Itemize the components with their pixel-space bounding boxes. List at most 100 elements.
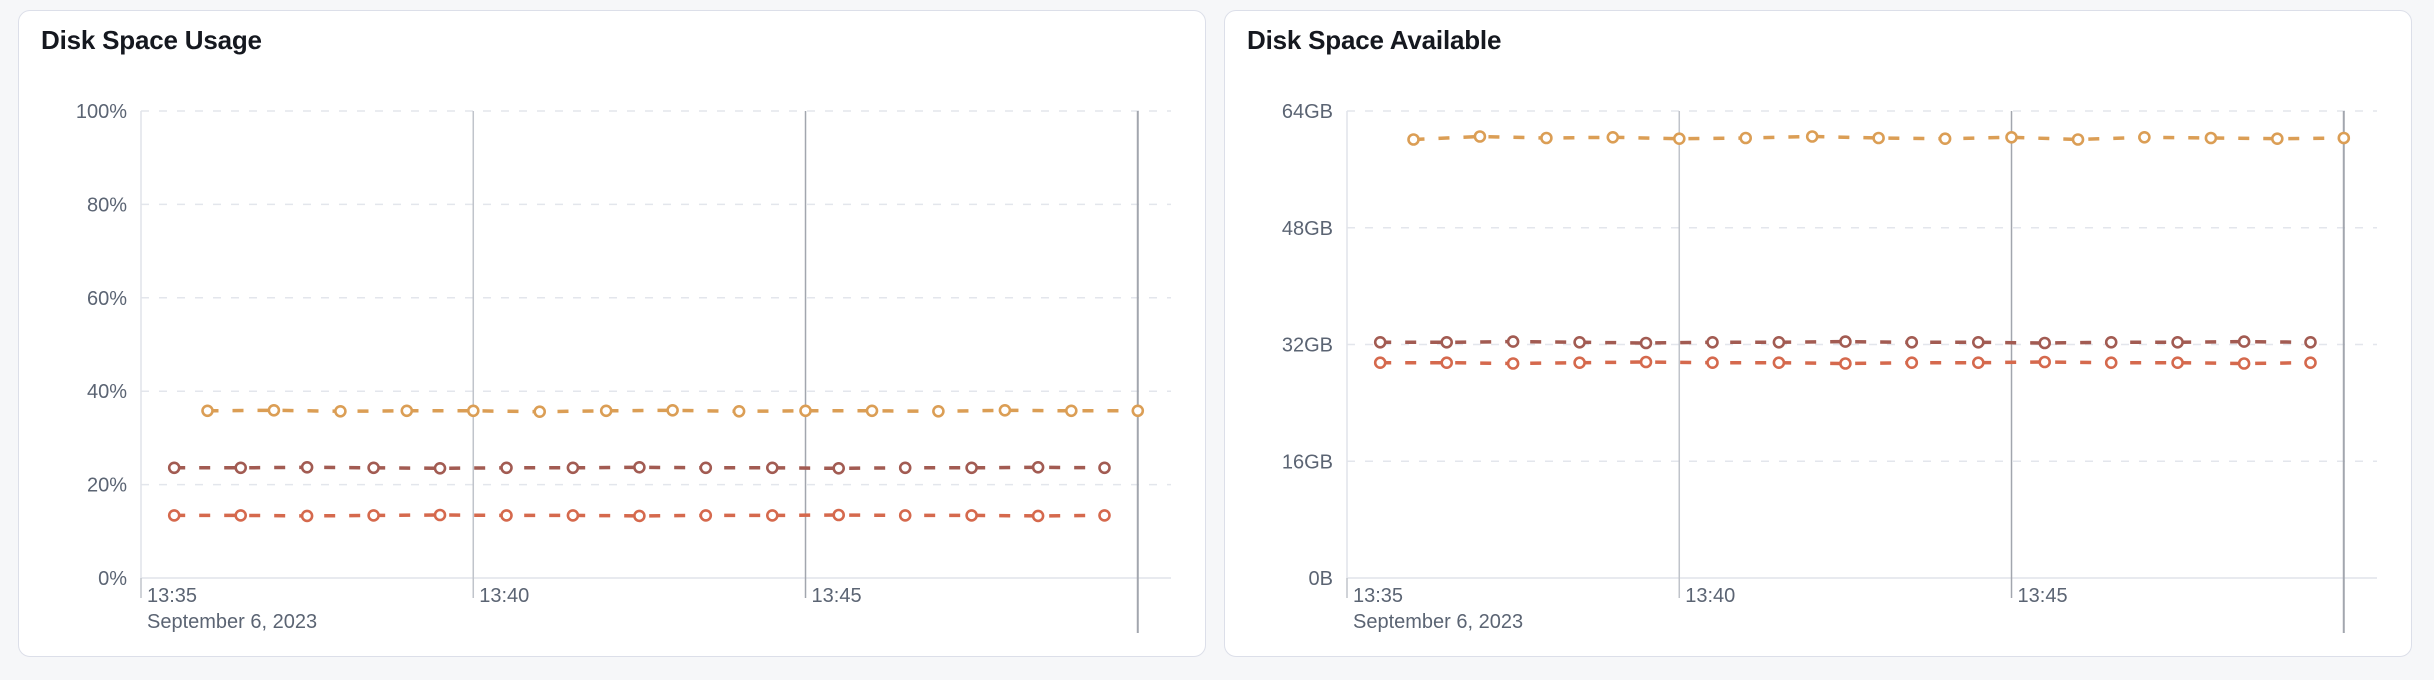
series-marker-series-3 — [1639, 355, 1653, 369]
disk-space-available-panel: Disk Space Available 64GB 48GB 32GB 16GB 0B 1… — [1224, 10, 2412, 657]
series-marker-series-2 — [1506, 335, 1520, 348]
series-marker-series-3 — [699, 509, 713, 522]
series-marker-series-3 — [2038, 355, 2052, 369]
series-marker-series-1 — [466, 404, 480, 418]
series-marker-series-2 — [1905, 335, 1919, 349]
series-marker-series-3 — [1098, 509, 1111, 522]
series-marker-series-2 — [1772, 335, 1786, 349]
series-marker-series-3 — [633, 509, 646, 523]
series-marker-series-2 — [2304, 335, 2317, 349]
y-axis-tick-label: 32GB — [1282, 335, 1333, 357]
y-axis-tick-label: 48GB — [1282, 218, 1333, 240]
series-marker-series-1 — [1065, 404, 1078, 418]
series-marker-series-3 — [2104, 356, 2118, 370]
series-marker-series-3 — [234, 509, 247, 522]
dashboard: Disk Space Usage 100% 80% 60% 40% 20% 0% 13:35… — [18, 10, 2412, 657]
series-marker-series-3 — [1573, 356, 1586, 370]
series-line-series-3 — [174, 513, 1105, 518]
series-marker-series-1 — [2204, 131, 2218, 145]
y-axis-tick-label: 0% — [98, 568, 127, 590]
panel-title-disk-space-available: Disk Space Available — [1247, 25, 1502, 55]
series-marker-series-2 — [367, 461, 380, 475]
series-marker-series-1 — [799, 404, 812, 418]
series-marker-series-1 — [1606, 131, 1620, 144]
y-axis-tick-label: 60% — [87, 288, 127, 310]
y-axis-tick-label: 20% — [87, 475, 127, 497]
y-axis-tick-label: 0B — [1309, 568, 1333, 590]
series-marker-series-3 — [2304, 356, 2317, 370]
series-marker-series-3 — [2237, 357, 2251, 370]
series-marker-series-1 — [1872, 131, 1885, 145]
series-marker-series-1 — [2071, 133, 2085, 146]
y-axis-tick-label: 40% — [87, 381, 127, 403]
series-marker-series-1 — [1540, 131, 1553, 145]
series-marker-series-3 — [1706, 356, 1719, 370]
series-marker-series-1 — [1473, 130, 1487, 143]
series-line-series-3 — [1380, 360, 2311, 366]
series-marker-series-1 — [932, 404, 945, 418]
series-marker-series-2 — [234, 461, 247, 475]
series-marker-series-3 — [1839, 357, 1852, 370]
series-marker-series-3 — [2171, 356, 2184, 370]
series-line-series-1 — [1413, 134, 2344, 142]
x-axis-tick-label: 13:35 — [1353, 585, 1403, 607]
series-marker-series-3 — [1772, 356, 1786, 370]
series-marker-series-3 — [1440, 356, 1453, 370]
series-marker-series-3 — [300, 509, 314, 523]
x-axis-tick-label: 13:40 — [479, 585, 529, 607]
series-marker-series-3 — [765, 509, 779, 522]
series-marker-series-2 — [1031, 460, 1045, 474]
y-axis-tick-label: 80% — [87, 194, 127, 216]
series-marker-series-1 — [2005, 131, 2018, 144]
series-marker-series-2 — [1098, 461, 1111, 475]
series-marker-series-3 — [898, 509, 912, 522]
series-marker-series-3 — [1506, 357, 1520, 370]
series-marker-series-3 — [566, 509, 580, 522]
series-marker-series-2 — [1639, 336, 1653, 350]
series-marker-series-1 — [267, 403, 281, 417]
series-line-series-1 — [207, 408, 1138, 414]
series-marker-series-2 — [965, 461, 978, 475]
series-marker-series-2 — [2237, 335, 2251, 348]
x-axis-tick-label: 13:40 — [1685, 585, 1735, 607]
x-axis-tick-label: 13:35 — [147, 585, 197, 607]
series-marker-series-2 — [433, 461, 447, 475]
series-marker-series-1 — [1672, 132, 1686, 145]
series-marker-series-1 — [2337, 131, 2351, 145]
series-marker-series-3 — [433, 508, 447, 522]
series-marker-series-2 — [1573, 335, 1586, 349]
series-marker-series-2 — [1971, 335, 1985, 349]
series-marker-series-3 — [1905, 356, 1919, 370]
series-marker-series-2 — [1440, 335, 1453, 349]
series-marker-series-3 — [832, 508, 846, 522]
series-marker-series-2 — [832, 461, 846, 475]
series-marker-series-1 — [400, 404, 414, 418]
series-marker-series-1 — [1739, 131, 1753, 145]
series-marker-series-2 — [898, 461, 912, 475]
series-marker-series-1 — [334, 404, 347, 418]
series-marker-series-3 — [167, 509, 181, 522]
series-marker-series-3 — [1373, 356, 1387, 370]
disk-space-available-chart[interactable]: 64GB 48GB 32GB 16GB 0B 13:35 September 6, 2023… — [1225, 11, 2412, 657]
series-marker-series-2 — [633, 460, 646, 474]
series-marker-series-1 — [599, 404, 613, 418]
series-marker-series-2 — [2104, 335, 2118, 349]
series-marker-series-2 — [2171, 335, 2184, 349]
disk-space-usage-panel: Disk Space Usage 100% 80% 60% 40% 20% 0% 13:35… — [18, 10, 1206, 657]
series-marker-series-1 — [2271, 132, 2284, 145]
series-marker-series-1 — [666, 403, 679, 417]
series-marker-series-1 — [1131, 404, 1145, 418]
x-axis-tick-label: 13:45 — [812, 585, 862, 607]
x-axis-date-label: September 6, 2023 — [1353, 611, 1523, 633]
series-marker-series-2 — [699, 461, 713, 475]
series-marker-series-1 — [998, 403, 1012, 417]
series-marker-series-1 — [1805, 130, 1819, 143]
series-line-series-2 — [1380, 339, 2311, 345]
y-axis-tick-label: 100% — [76, 101, 127, 123]
panel-title-disk-space-usage: Disk Space Usage — [41, 25, 262, 55]
series-marker-series-2 — [1373, 335, 1387, 349]
series-marker-series-3 — [1031, 509, 1045, 523]
series-marker-series-2 — [167, 461, 181, 475]
x-axis-date-label: September 6, 2023 — [147, 611, 317, 633]
disk-space-usage-chart[interactable]: 100% 80% 60% 40% 20% 0% 13:35 September 6, 2023… — [19, 11, 1206, 657]
